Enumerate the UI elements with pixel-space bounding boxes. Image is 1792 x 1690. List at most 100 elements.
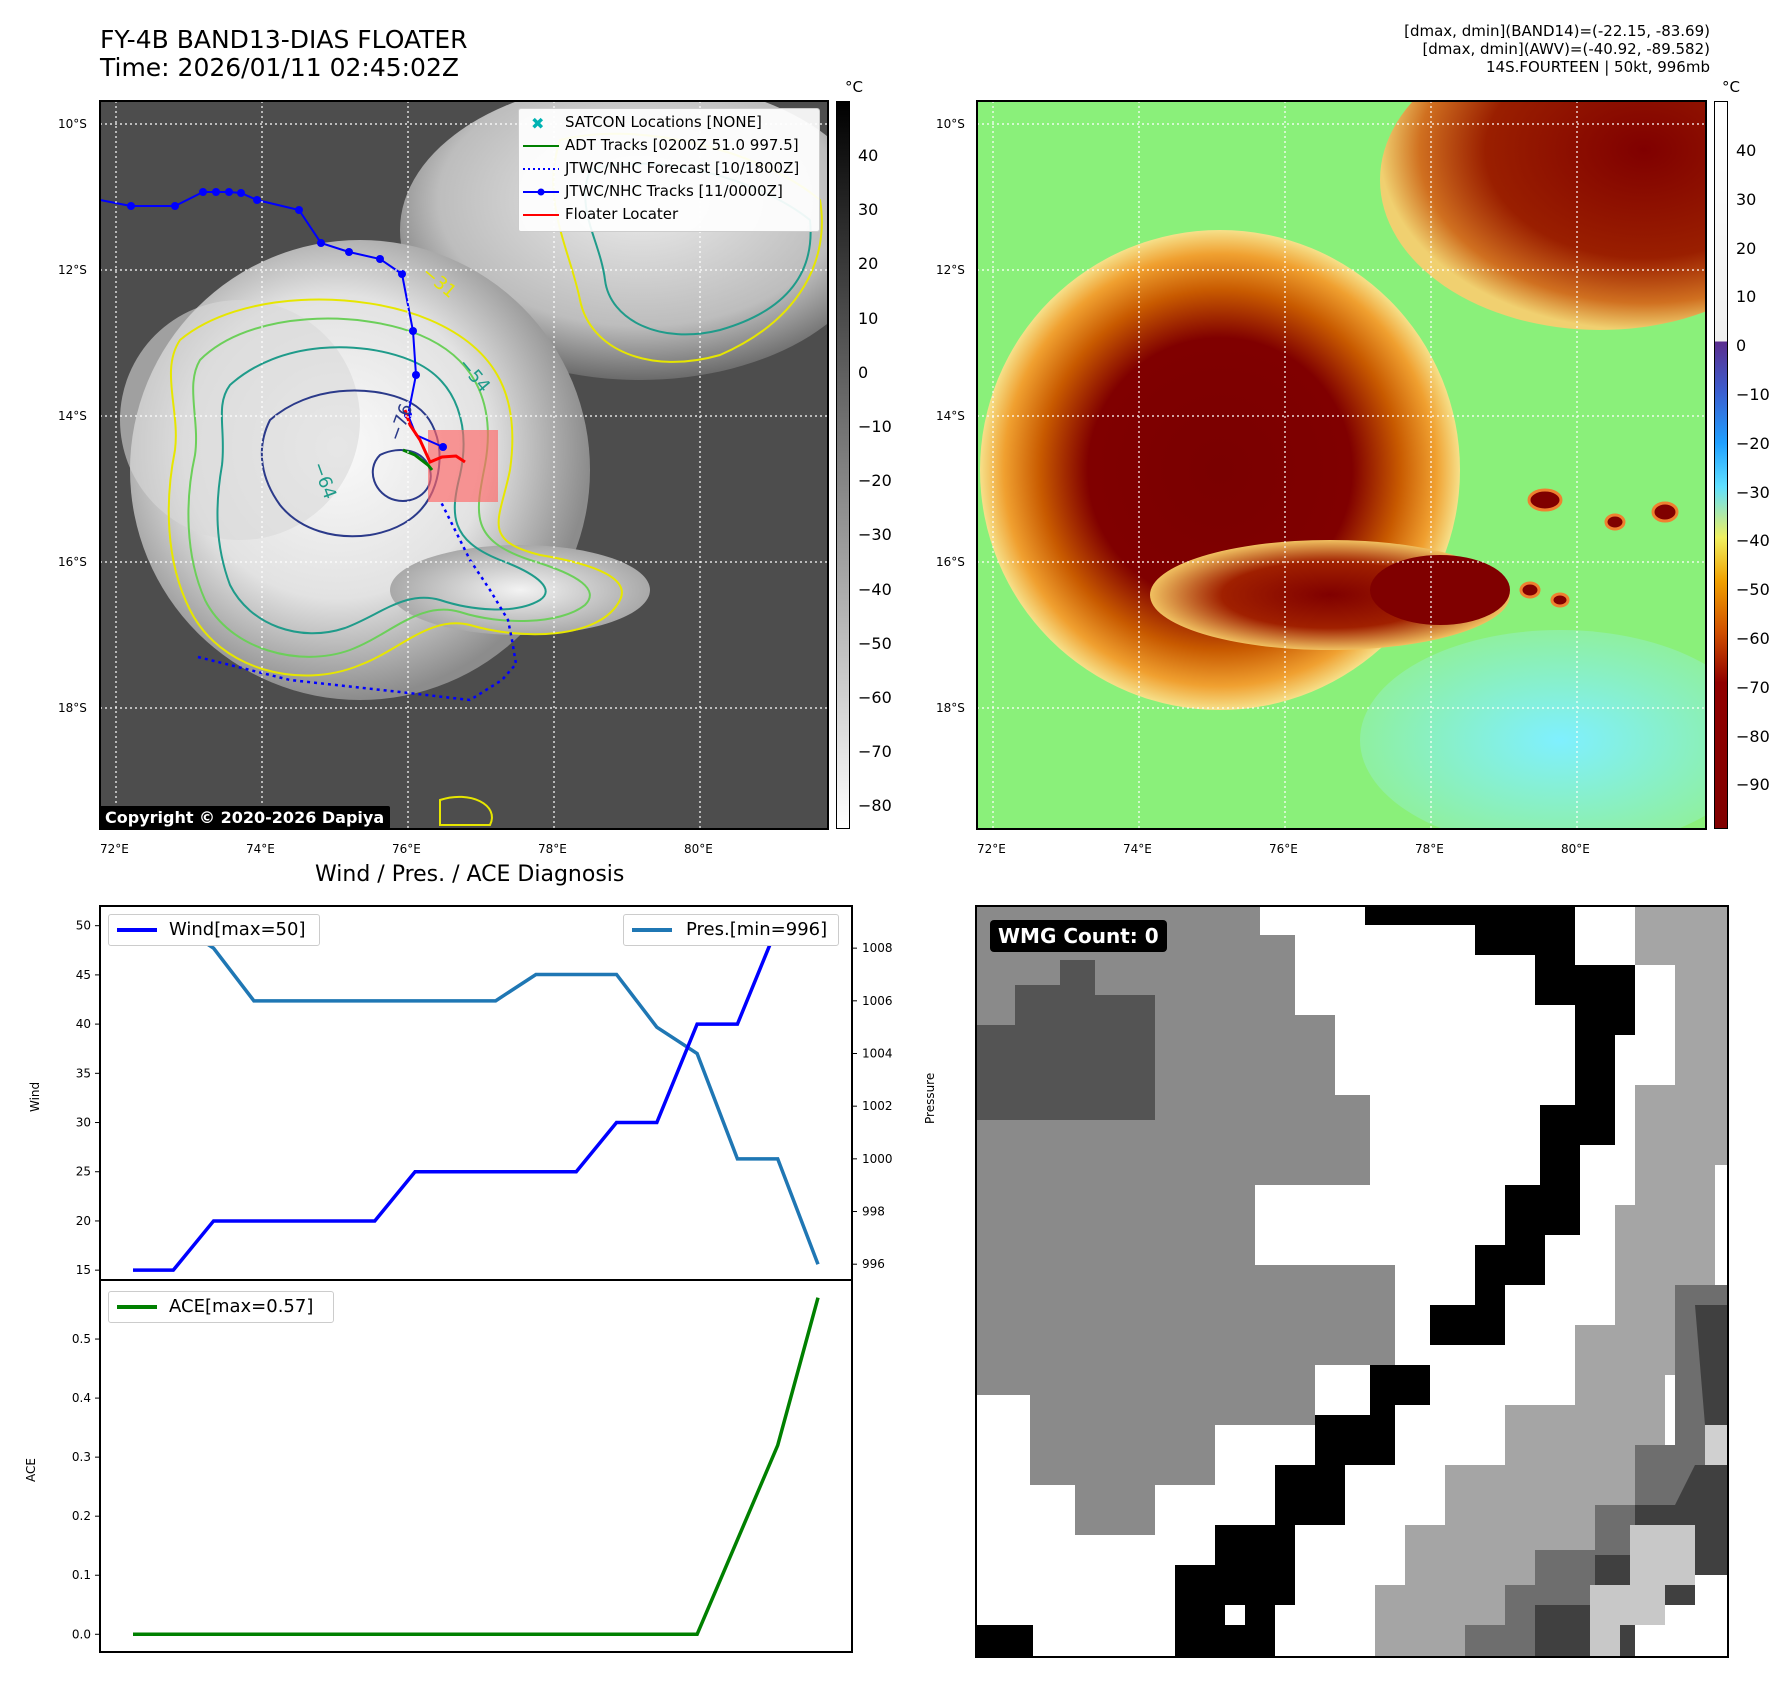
ir-colorbar-tick: −10 [858, 417, 892, 436]
legend-tracks: JTWC/NHC Tracks [11/0000Z] [565, 182, 783, 200]
enhanced-colorbar-tick: 10 [1736, 287, 1757, 307]
info-storm: 14S.FOURTEEN | 50kt, 996mb [1485, 58, 1710, 76]
ace-tick-label: 0.4 [72, 1391, 91, 1405]
pressure-legend: Pres.[min=996] [623, 914, 839, 946]
ir-colorbar-tick: −60 [858, 688, 892, 707]
wind-axis-label: Wind [28, 1081, 42, 1112]
enhanced-colorbar-tick: −90 [1736, 775, 1770, 795]
enhanced-colorbar-tick: −50 [1736, 580, 1770, 600]
ir-colorbar-tick: −20 [858, 471, 892, 491]
lat-label-16s-p2: 16°S [936, 555, 965, 569]
pressure-tick-label: 996 [862, 1257, 885, 1271]
ir-colorbar-tick: 40 [858, 146, 879, 165]
ir-colorbar-tick: −70 [858, 742, 892, 762]
ace-tick-label: 0.1 [72, 1568, 91, 1582]
ace-legend: ACE[max=0.57] [108, 1291, 334, 1323]
map-legend: ✖ SATCON Locations [NONE] ADT Tracks [020… [518, 108, 820, 232]
enhanced-colorbar-tick: 30 [1736, 189, 1757, 209]
enhanced-colorbar-tick: −70 [1736, 677, 1770, 697]
lon-label-72e-p2: 72°E [977, 842, 1006, 856]
ace-tick-label: 0.2 [72, 1509, 91, 1523]
enhanced-colorbar-tick: 0 [1736, 336, 1747, 356]
ir-colorbar-tick: 10 [858, 308, 879, 328]
wmg-count-badge: WMG Count: 0 [990, 920, 1167, 952]
wind-tick-label: 40 [76, 1017, 91, 1031]
pressure-tick-label: 1002 [862, 1099, 893, 1113]
ir-colorbar-tick: 20 [858, 254, 879, 274]
lon-label-78e: 78°E [538, 842, 567, 856]
lon-label-80e-p2: 80°E [1561, 842, 1590, 856]
ir-colorbar [836, 101, 850, 829]
diagnosis-chart: 15 20 25 30 35 40 45 50 996 998 1000 1002 1004 1006 10… [72, 905, 893, 1653]
lon-label-74e-p2: 74°E [1123, 842, 1152, 856]
enhanced-colorbar-tick: −20 [1736, 433, 1770, 453]
enhanced-colorbar-tick: −80 [1736, 726, 1770, 746]
lon-label-76e: 76°E [392, 842, 421, 856]
pressure-tick-label: 998 [862, 1205, 885, 1219]
pressure-tick-label: 1004 [862, 1046, 893, 1060]
pressure-tick-label: 1006 [862, 994, 893, 1008]
pressure-legend-label: Pres.[min=996] [686, 919, 828, 940]
enhanced-colorbar-tick: −60 [1736, 629, 1770, 648]
copyright-notice: Copyright © 2020-2026 Dapiya [99, 806, 391, 829]
lat-label-10s: 10°S [58, 117, 87, 131]
lat-label-10s-p2: 10°S [936, 117, 965, 131]
pressure-tick-label: 1008 [862, 941, 893, 955]
pressure-series-line [133, 920, 820, 1265]
wind-tick-label: 30 [76, 1116, 91, 1130]
enhanced-colorbar-tick: −10 [1736, 385, 1770, 404]
lat-label-16s: 16°S [58, 555, 87, 569]
wind-tick-label: 45 [76, 968, 91, 982]
ace-series-line [133, 1297, 820, 1637]
wind-tick-label: 15 [76, 1263, 91, 1277]
lat-label-12s: 12°S [58, 263, 87, 277]
info-awv: [dmax, dmin](AWV)=(-40.92, -89.582) [1422, 40, 1710, 58]
chart-title: FY-4B BAND13-DIAS FLOATER Time: 2026/01/… [100, 25, 468, 82]
ir-colorbar-tick: −50 [858, 633, 892, 653]
wmg-panel [975, 905, 1729, 1658]
ir-colorbar-tick: −30 [858, 525, 892, 545]
lat-label-18s: 18°S [58, 701, 87, 715]
enhanced-map-panel [976, 100, 1707, 830]
ace-tick-label: 0.0 [72, 1627, 91, 1641]
ir-colorbar-tick: −80 [858, 796, 892, 816]
legend-adt: ADT Tracks [0200Z 51.0 997.5] [565, 136, 799, 154]
wind-tick-label: 25 [76, 1165, 91, 1179]
legend-forecast: JTWC/NHC Forecast [10/1800Z] [565, 159, 800, 177]
wind-tick-label: 50 [76, 919, 91, 933]
enhanced-colorbar-tick: −30 [1736, 482, 1770, 502]
lat-label-14s-p2: 14°S [936, 409, 965, 423]
info-band14: [dmax, dmin](BAND14)=(-22.15, -83.69) [1404, 22, 1710, 40]
enhanced-colorbar-tick: −40 [1736, 531, 1770, 551]
pressure-tick-label: 1000 [862, 1152, 893, 1166]
ace-legend-label: ACE[max=0.57] [169, 1296, 314, 1317]
enhanced-colorbar-unit: °C [1722, 78, 1740, 96]
lon-label-78e-p2: 78°E [1415, 842, 1444, 856]
diagnosis-title: Wind / Pres. / ACE Diagnosis [315, 862, 625, 887]
lat-label-14s: 14°S [58, 409, 87, 423]
enhanced-colorbar-tick: 20 [1736, 238, 1757, 258]
lat-label-12s-p2: 12°S [936, 263, 965, 277]
storm-info: [dmax, dmin](BAND14)=(-22.15, -83.69) [d… [1404, 22, 1710, 76]
ace-axis-label: ACE [24, 1458, 38, 1482]
lon-label-74e: 74°E [246, 842, 275, 856]
lon-label-72e: 72°E [100, 842, 129, 856]
ace-tick-label: 0.3 [72, 1450, 91, 1464]
ir-colorbar-unit: °C [845, 78, 863, 96]
legend-floater: Floater Locater [565, 205, 679, 223]
wind-tick-label: 35 [76, 1066, 91, 1080]
enhanced-colorbar [1714, 101, 1728, 829]
pressure-axis-label: Pressure [923, 1072, 937, 1124]
wind-legend: Wind[max=50] [108, 914, 320, 946]
wind-series-line [133, 923, 818, 1272]
lon-label-80e: 80°E [684, 842, 713, 856]
svg-text:✖: ✖ [531, 114, 544, 132]
lat-label-18s-p2: 18°S [936, 701, 965, 715]
wind-legend-label: Wind[max=50] [169, 919, 306, 940]
ir-colorbar-tick: 30 [858, 200, 879, 220]
lon-label-76e-p2: 76°E [1269, 842, 1298, 856]
ace-tick-label: 0.5 [72, 1332, 91, 1346]
ir-colorbar-tick: 0 [858, 362, 869, 382]
legend-satcon: SATCON Locations [NONE] [565, 113, 762, 131]
wind-tick-label: 20 [76, 1214, 91, 1228]
